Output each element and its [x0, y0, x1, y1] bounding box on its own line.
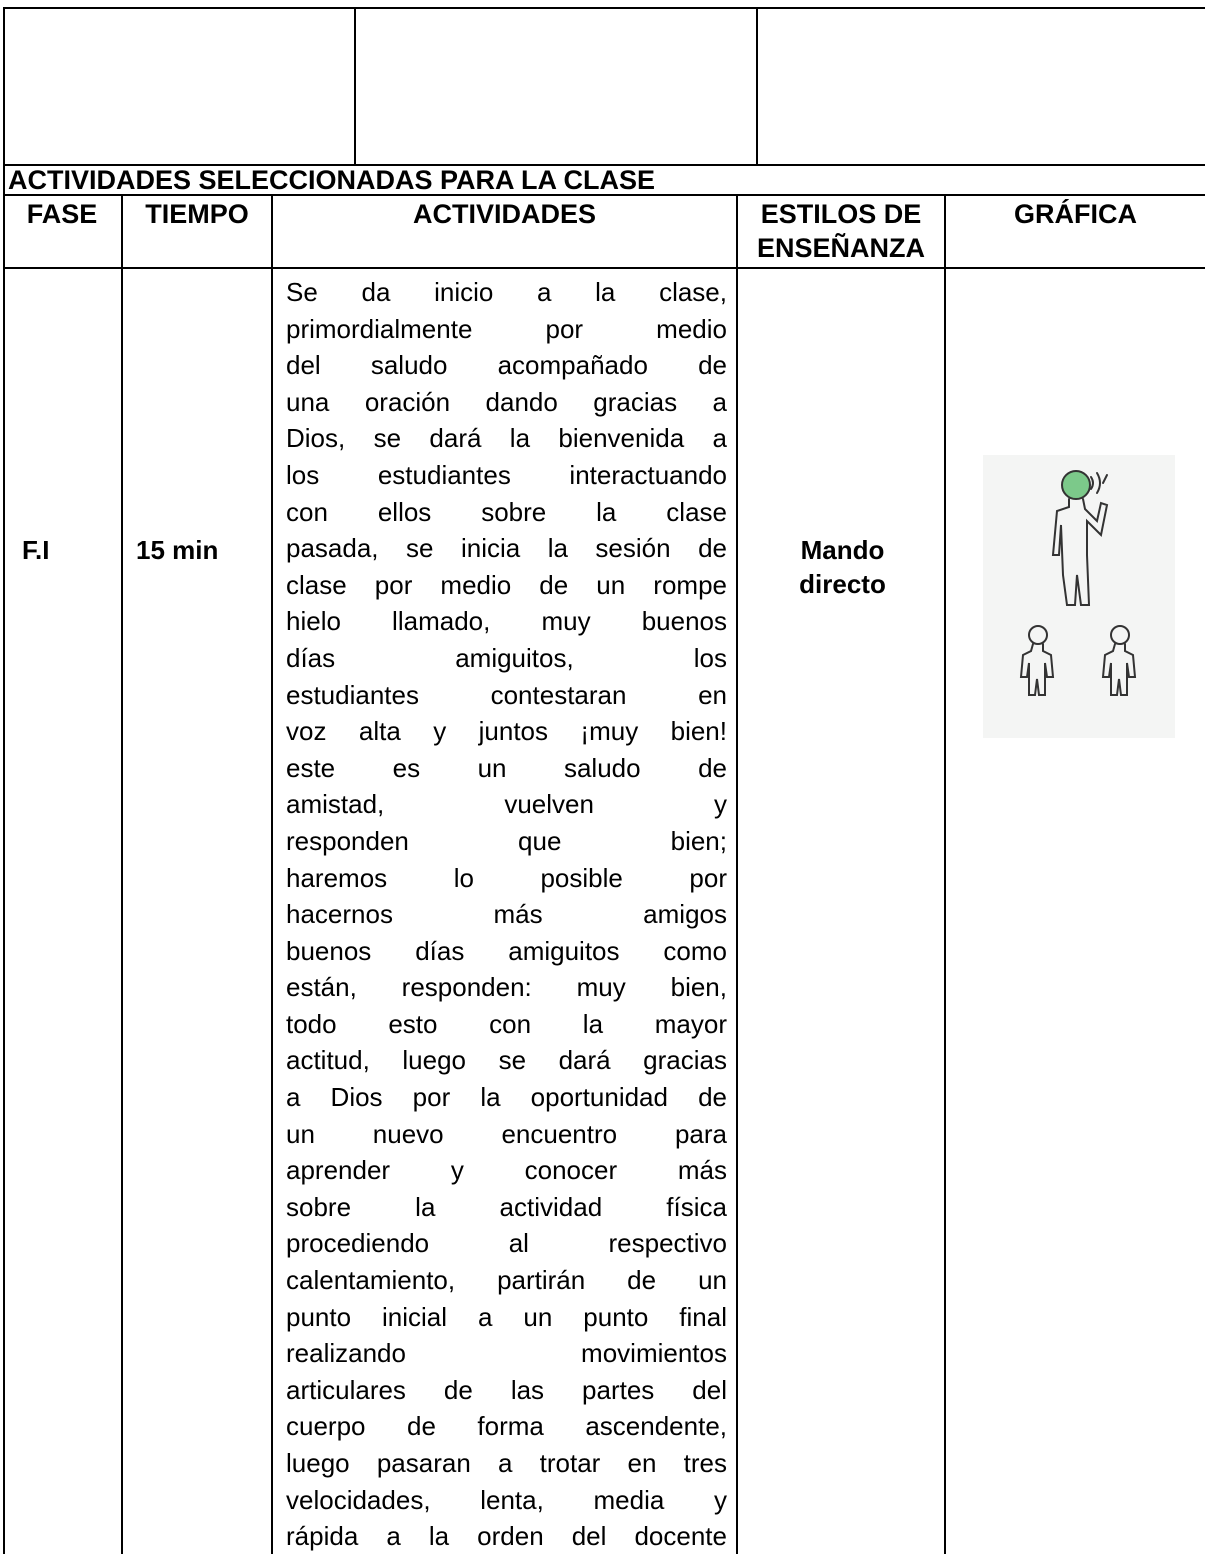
activity-line: Se da inicio a la clase, [286, 277, 727, 307]
activity-line: realizando movimientos [286, 1338, 727, 1369]
activity-line: estudiantes contestaran en [286, 679, 727, 710]
border [3, 7, 1205, 9]
border [944, 194, 946, 1554]
activity-line: días amiguitos, los [286, 642, 727, 673]
activity-line: clase por medio de un rompe [286, 569, 727, 600]
activity-line: cuerpo de forma ascendente, [286, 1411, 727, 1442]
activity-line: del saludo acompañado de [286, 350, 727, 381]
border [3, 194, 1205, 196]
activity-line: pasada, se inicia la sesión de [286, 533, 727, 564]
activity-line: a Dios por la oportunidad de [286, 1082, 727, 1113]
activity-line: están, responden: muy bien, [286, 972, 727, 1003]
activity-line: un nuevo encuentro para [286, 1118, 727, 1149]
header: FASE [26, 199, 98, 229]
border [3, 267, 1205, 269]
activity-line: Dios, se dará la bienvenida a [286, 423, 727, 454]
activity-line: actitud, luego se dará gracias [286, 1045, 727, 1076]
activity-line: los estudiantes interactuando [286, 459, 727, 490]
activity-line: este es un saludo de [286, 752, 727, 783]
activity-line: velocidades, lenta, media y [286, 1484, 727, 1515]
activities: Se da inicio a la clase, primordialmente … [286, 274, 727, 1555]
tiempo: 15 min [136, 535, 219, 565]
activity-line: primordialmente por medio [286, 313, 727, 344]
activity-line: responden que bien; [286, 825, 727, 856]
activity-line: buenos días amiguitos como [286, 935, 727, 966]
activity-line: haremos lo posible por [286, 862, 727, 893]
activity-line: punto inicial a un punto final [286, 1301, 727, 1332]
header: TIEMPO [145, 199, 249, 229]
activity-line: luego pasaran a trotar en tres [286, 1448, 727, 1478]
activity-line: todo esto con la mayor [286, 1008, 727, 1039]
activity-line: aprender y conocer más [286, 1155, 727, 1186]
border [756, 7, 758, 165]
section-title: ACTIVIDADES SELECCIONADAS PARA LA CLASE [8, 165, 656, 195]
border [271, 194, 273, 1554]
activity-line: una oración dando gracias a [286, 386, 727, 417]
activity-line: hacernos más amigos [286, 899, 727, 930]
border [3, 164, 1205, 166]
activity-line: hielo llamado, muy buenos [286, 606, 727, 637]
fase: F.I [22, 535, 50, 565]
border [3, 7, 5, 1554]
header: ACTIVIDADES [412, 199, 596, 229]
border [121, 194, 123, 1554]
header: ESTILOS DE ENSEÑANZA [756, 199, 925, 263]
estilos: Mando directo [799, 535, 886, 599]
activity-line: con ellos sobre la clase [286, 496, 727, 527]
border [354, 7, 356, 165]
header: GRÁFICA [1014, 199, 1137, 229]
activity-line: sobre la actividad física [286, 1191, 727, 1222]
activity-line: voz alta y juntos ¡muy bien! [286, 716, 727, 747]
activity-line: calentamiento, partirán de un [286, 1265, 727, 1296]
illustration [983, 455, 1175, 738]
activity-line: articulares de las partes del [286, 1374, 727, 1405]
activity-line: rápida a la orden del docente [286, 1521, 727, 1552]
activity-line: procediendo al respectivo [286, 1228, 727, 1259]
border [736, 194, 738, 1554]
activity-line: amistad, vuelven y [286, 789, 727, 820]
